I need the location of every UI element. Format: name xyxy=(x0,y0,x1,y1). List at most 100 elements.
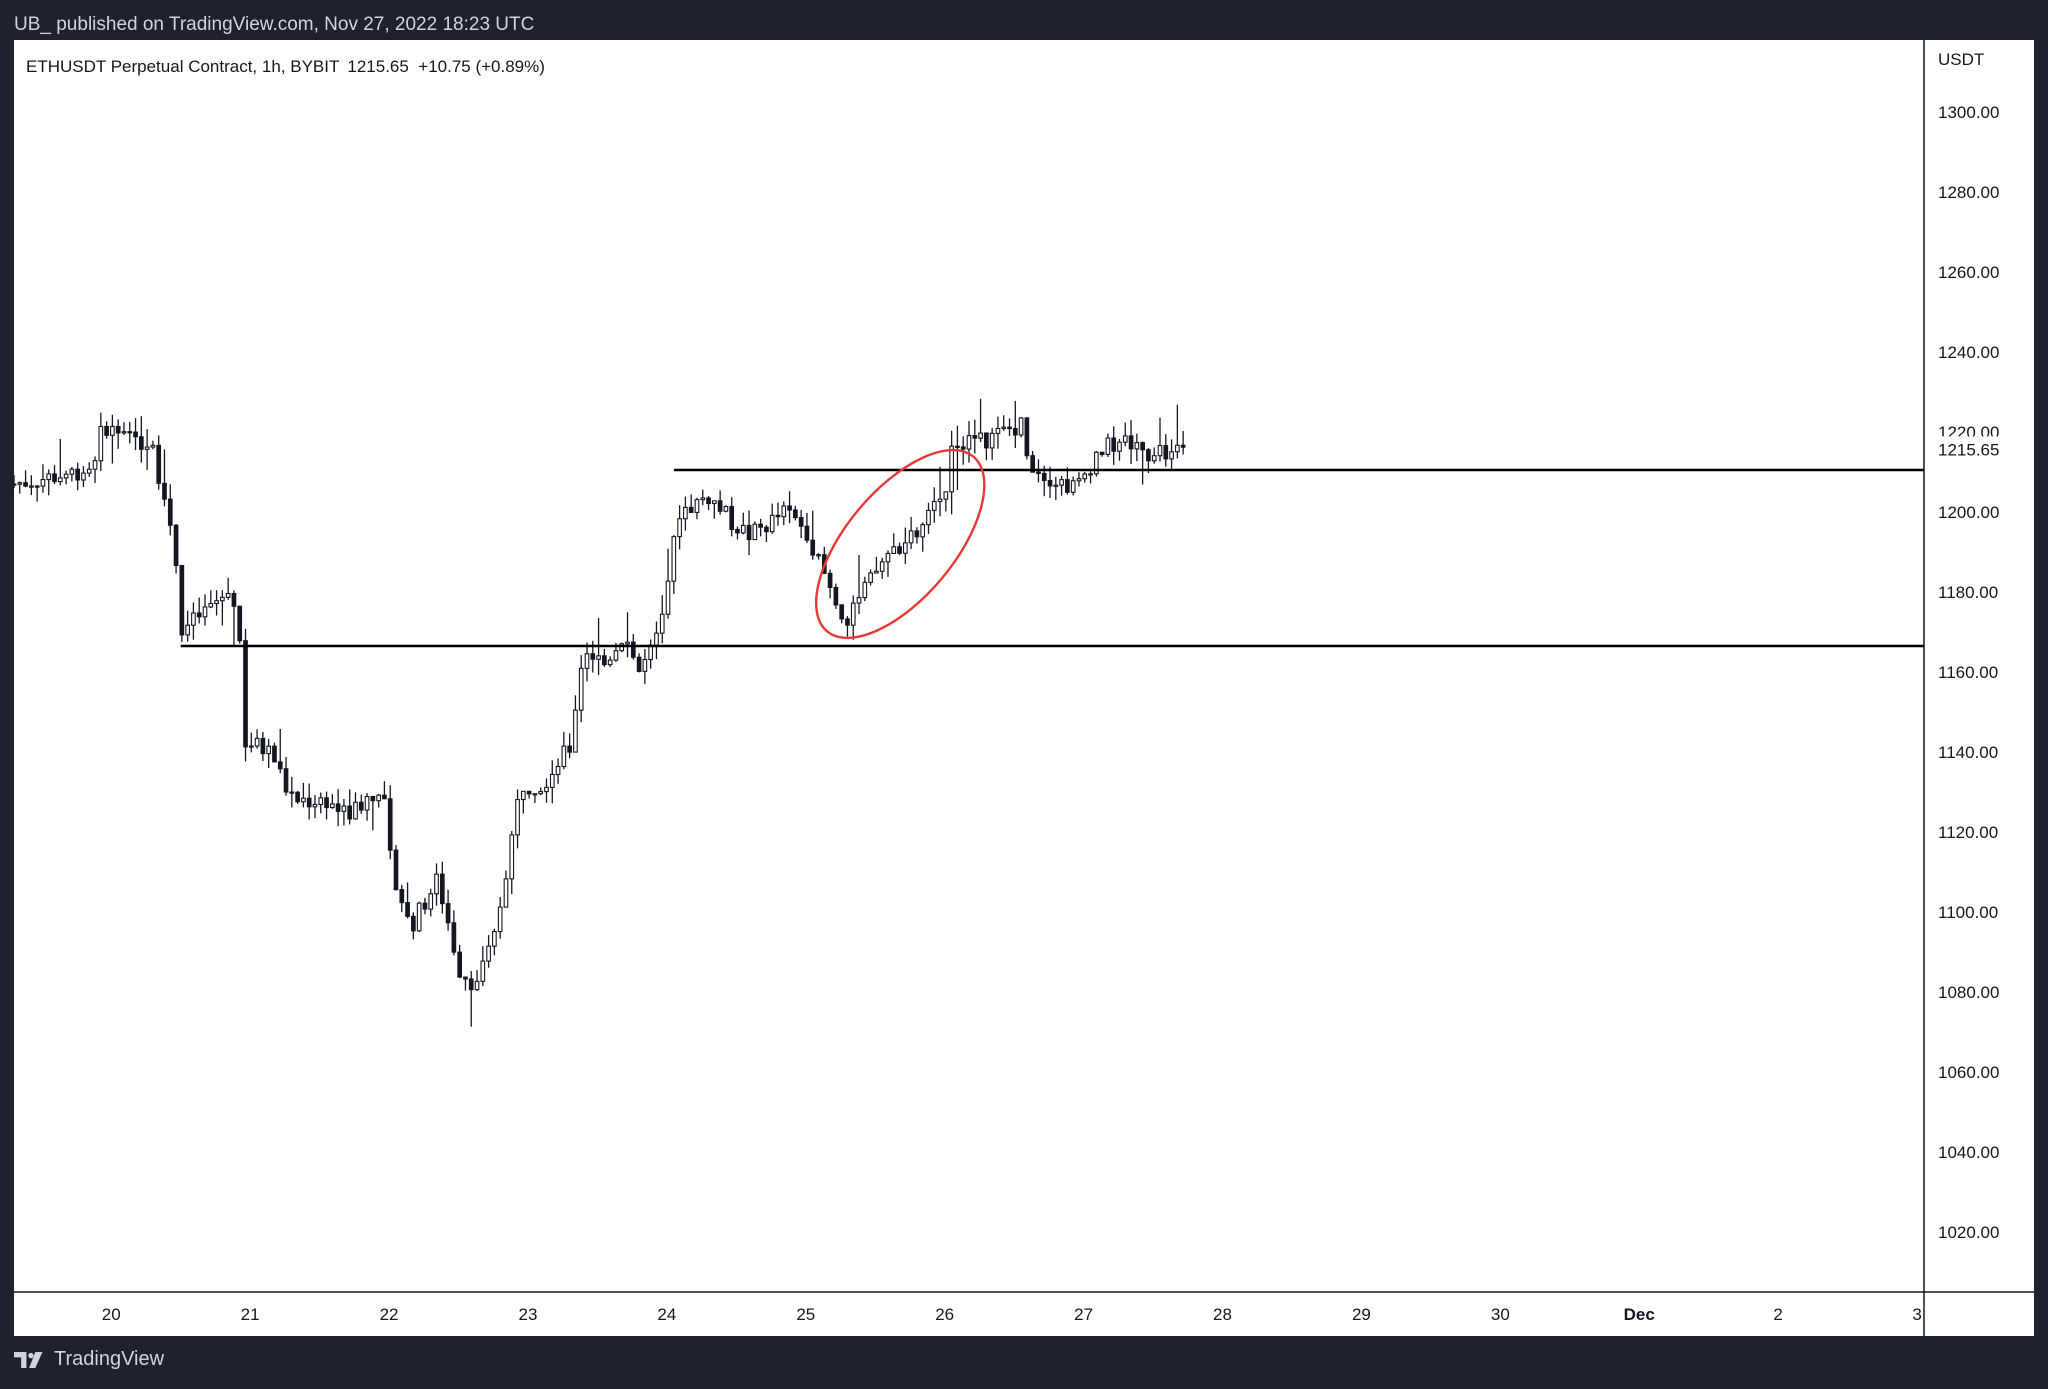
candle-body xyxy=(926,509,931,526)
candle-body xyxy=(960,446,966,450)
candle-body xyxy=(764,526,769,533)
chart-area[interactable] xyxy=(14,40,1924,1292)
candle-body xyxy=(57,477,63,483)
candle-body xyxy=(162,482,167,500)
candle-body xyxy=(596,655,601,660)
candle-body xyxy=(793,509,798,519)
footer-branding: TradingView xyxy=(14,1348,164,1371)
candle-body xyxy=(1099,451,1105,455)
candle-body xyxy=(138,436,144,450)
candle-body xyxy=(607,659,613,666)
candle-body xyxy=(11,483,17,486)
candle-body xyxy=(1041,472,1047,482)
candle-body xyxy=(955,445,960,448)
time-tick-label: 27 xyxy=(1074,1305,1093,1324)
price-chart[interactable]: ETHUSDT Perpetual Contract, 1h, BYBIT 121… xyxy=(11,40,2034,1336)
price-axis-unit: USDT xyxy=(1938,50,1984,69)
candle-body xyxy=(654,632,659,646)
candle-body xyxy=(943,491,949,500)
candle-body xyxy=(46,473,52,481)
candle-body xyxy=(179,564,185,636)
candle-body xyxy=(277,761,283,770)
candle-body xyxy=(1030,455,1036,473)
candle-body xyxy=(937,498,943,503)
candle-body xyxy=(723,506,729,512)
candle-body xyxy=(214,600,219,605)
candle-body xyxy=(1157,444,1163,457)
price-tick-label: 1160.00 xyxy=(1938,663,1998,682)
candlestick-series xyxy=(11,398,1186,1027)
candle-body xyxy=(567,745,572,753)
candle-body xyxy=(248,745,254,748)
price-info: 1215.65 +10.75 (+0.89%) xyxy=(347,57,545,76)
candle-body xyxy=(972,435,978,439)
candle-body xyxy=(711,500,717,505)
candle-body xyxy=(677,518,682,538)
candle-body xyxy=(810,539,816,556)
candle-body xyxy=(405,902,410,917)
candle-body xyxy=(1001,426,1007,430)
candle-body xyxy=(555,765,561,775)
candle-body xyxy=(885,552,891,563)
candle-body xyxy=(1059,479,1064,486)
candle-body xyxy=(775,514,781,518)
candle-body xyxy=(445,903,451,924)
candle-body xyxy=(191,612,196,626)
candle-body xyxy=(706,497,711,505)
candle-body xyxy=(879,561,885,572)
price-tick-label: 1240.00 xyxy=(1938,343,1999,362)
candle-body xyxy=(144,446,150,450)
candle-body xyxy=(231,593,237,607)
candle-body xyxy=(1128,435,1134,450)
candle-body xyxy=(1047,479,1053,487)
candle-body xyxy=(1036,471,1041,474)
candle-body xyxy=(688,506,694,513)
candle-body xyxy=(752,523,758,541)
drawing-annotations[interactable] xyxy=(786,422,1015,666)
chart-panel[interactable]: ETHUSDT Perpetual Contract, 1h, BYBIT 121… xyxy=(11,40,2034,1336)
candle-body xyxy=(243,640,248,748)
price-tick-label: 1300.00 xyxy=(1938,103,1999,122)
candle-body xyxy=(40,479,46,487)
candle-body xyxy=(127,431,133,434)
candle-body xyxy=(746,524,752,541)
axes: USDT1300.001280.001260.001240.001220.001… xyxy=(14,40,2034,1336)
candle-body xyxy=(301,797,306,803)
time-tick-label: 2 xyxy=(1773,1305,1782,1324)
candle-body xyxy=(758,523,763,528)
candle-body xyxy=(984,432,989,449)
drawing-lines[interactable] xyxy=(180,468,1924,648)
candle-body xyxy=(23,482,28,487)
candle-body xyxy=(520,790,526,801)
highlight-ellipse[interactable] xyxy=(786,422,1015,666)
candle-body xyxy=(989,432,995,449)
candle-body xyxy=(115,425,121,434)
candle-body xyxy=(902,542,908,554)
plot-background[interactable] xyxy=(14,40,1924,1292)
candle-body xyxy=(630,641,636,658)
candle-body xyxy=(167,498,173,526)
candle-body xyxy=(104,425,109,436)
candle-body xyxy=(29,485,34,488)
candle-body xyxy=(173,524,179,567)
candle-body xyxy=(526,790,532,795)
candle-body xyxy=(729,506,735,531)
candle-body xyxy=(358,801,364,811)
candle-body xyxy=(1151,455,1157,462)
candle-body xyxy=(1180,444,1186,448)
candle-body xyxy=(347,805,353,820)
candle-body xyxy=(642,658,648,672)
candle-body xyxy=(1007,426,1012,430)
candle-body xyxy=(908,530,914,544)
candle-body xyxy=(486,945,491,962)
candle-body xyxy=(659,613,665,634)
candle-body xyxy=(434,873,439,895)
candle-body xyxy=(769,514,775,533)
chart-legend: ETHUSDT Perpetual Contract, 1h, BYBIT 121… xyxy=(26,57,545,76)
candle-body xyxy=(220,596,225,602)
candle-body xyxy=(573,709,578,753)
candle-body xyxy=(497,906,503,933)
candle-body xyxy=(694,499,700,513)
time-tick-label: 28 xyxy=(1213,1305,1232,1324)
candle-body xyxy=(208,602,214,608)
